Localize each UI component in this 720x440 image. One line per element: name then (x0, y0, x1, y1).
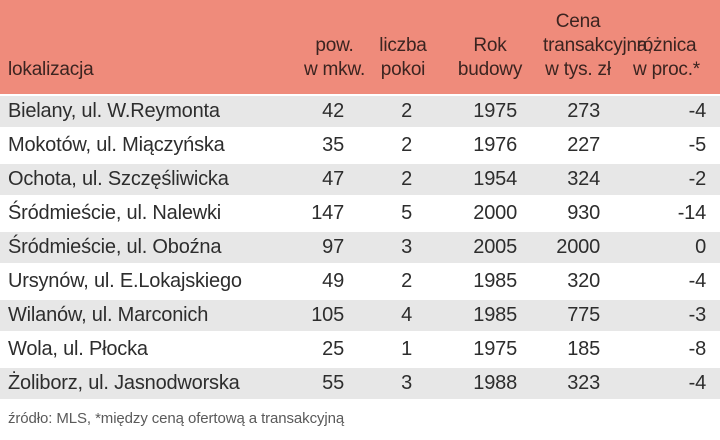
cell-roznica: -5 (613, 130, 720, 164)
cell-liczba-pokoi: 3 (369, 368, 437, 402)
table-row: Śródmieście, ul. Nalewki 147 5 2000 930 … (0, 198, 720, 232)
cell-cena: 185 (543, 334, 613, 368)
column-header-lokalizacja: lokalizacja (0, 0, 300, 96)
cell-cena: 323 (543, 368, 613, 402)
table-row: Wilanów, ul. Marconich 105 4 1985 775 -3 (0, 300, 720, 334)
cell-powierzchnia: 25 (300, 334, 369, 368)
cell-lokalizacja: Śródmieście, ul. Oboźna (0, 232, 300, 266)
cell-powierzchnia: 97 (300, 232, 369, 266)
source-note: źródło: MLS, *między ceną ofertową a tra… (8, 410, 345, 427)
cell-cena: 324 (543, 164, 613, 198)
column-header-powierzchnia: pow. w mkw. (300, 0, 369, 96)
cell-roznica: -8 (613, 334, 720, 368)
cell-roznica: 0 (613, 232, 720, 266)
cell-roznica: -4 (613, 266, 720, 300)
cell-liczba-pokoi: 2 (369, 266, 437, 300)
cell-roznica: -4 (613, 368, 720, 402)
column-header-cena: Cena transakcyjna, w tys. zł (543, 0, 653, 96)
cell-liczba-pokoi: 5 (369, 198, 437, 232)
cell-rok-budowy: 1975 (437, 96, 543, 130)
cell-cena: 273 (543, 96, 613, 130)
cell-liczba-pokoi: 2 (369, 130, 437, 164)
real-estate-table: lokalizacja pow. w mkw. liczba pokoi Rok… (0, 0, 720, 402)
cell-rok-budowy: 1988 (437, 368, 543, 402)
cell-liczba-pokoi: 3 (369, 232, 437, 266)
table-row: Wola, ul. Płocka 25 1 1975 185 -8 (0, 334, 720, 368)
column-header-roznica: różnica w proc.* (613, 0, 720, 96)
cell-powierzchnia: 35 (300, 130, 369, 164)
cell-powierzchnia: 105 (300, 300, 369, 334)
cell-liczba-pokoi: 4 (369, 300, 437, 334)
cell-roznica: -4 (613, 96, 720, 130)
column-header-rok-budowy: Rok budowy (437, 0, 543, 96)
cell-roznica: -14 (613, 198, 720, 232)
cell-cena: 320 (543, 266, 613, 300)
cell-liczba-pokoi: 2 (369, 96, 437, 130)
cell-rok-budowy: 1976 (437, 130, 543, 164)
cell-lokalizacja: Ochota, ul. Szczęśliwicka (0, 164, 300, 198)
table-row: Ursynów, ul. E.Lokajskiego 49 2 1985 320… (0, 266, 720, 300)
cell-rok-budowy: 1985 (437, 300, 543, 334)
cell-rok-budowy: 1985 (437, 266, 543, 300)
cell-cena: 227 (543, 130, 613, 164)
cell-rok-budowy: 1975 (437, 334, 543, 368)
cell-powierzchnia: 47 (300, 164, 369, 198)
cell-liczba-pokoi: 1 (369, 334, 437, 368)
cell-cena: 2000 (543, 232, 613, 266)
cell-lokalizacja: Śródmieście, ul. Nalewki (0, 198, 300, 232)
cell-lokalizacja: Ursynów, ul. E.Lokajskiego (0, 266, 300, 300)
table-row: Żoliborz, ul. Jasnodworska 55 3 1988 323… (0, 368, 720, 402)
cell-rok-budowy: 1954 (437, 164, 543, 198)
cell-lokalizacja: Bielany, ul. W.Reymonta (0, 96, 300, 130)
cell-powierzchnia: 42 (300, 96, 369, 130)
table-row: Ochota, ul. Szczęśliwicka 47 2 1954 324 … (0, 164, 720, 198)
cell-powierzchnia: 49 (300, 266, 369, 300)
cell-powierzchnia: 147 (300, 198, 369, 232)
cell-liczba-pokoi: 2 (369, 164, 437, 198)
cell-cena: 930 (543, 198, 613, 232)
cell-lokalizacja: Wilanów, ul. Marconich (0, 300, 300, 334)
column-header-liczba-pokoi: liczba pokoi (369, 0, 437, 96)
cell-roznica: -2 (613, 164, 720, 198)
table-row: Mokotów, ul. Miączyńska 35 2 1976 227 -5 (0, 130, 720, 164)
cell-rok-budowy: 2000 (437, 198, 543, 232)
cell-rok-budowy: 2005 (437, 232, 543, 266)
cell-lokalizacja: Żoliborz, ul. Jasnodworska (0, 368, 300, 402)
table-row: Śródmieście, ul. Oboźna 97 3 2005 2000 0 (0, 232, 720, 266)
cell-cena: 775 (543, 300, 613, 334)
cell-roznica: -3 (613, 300, 720, 334)
cell-powierzchnia: 55 (300, 368, 369, 402)
header-row: lokalizacja pow. w mkw. liczba pokoi Rok… (0, 0, 720, 96)
cell-lokalizacja: Mokotów, ul. Miączyńska (0, 130, 300, 164)
table-row: Bielany, ul. W.Reymonta 42 2 1975 273 -4 (0, 96, 720, 130)
cell-lokalizacja: Wola, ul. Płocka (0, 334, 300, 368)
